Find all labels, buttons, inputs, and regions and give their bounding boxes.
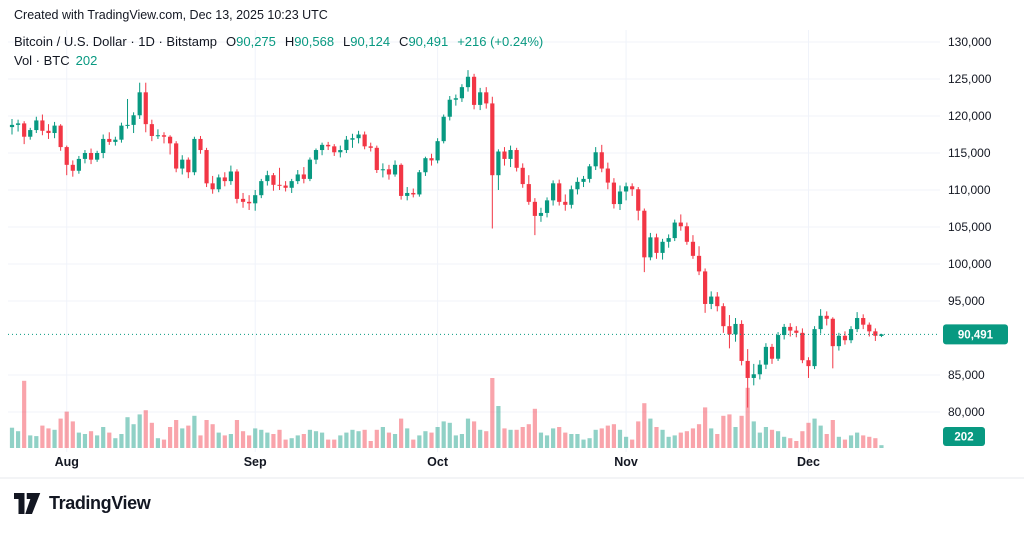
- symbol-title: Bitcoin / U.S. Dollar · 1D · Bitstamp: [14, 34, 217, 49]
- svg-text:Aug: Aug: [55, 455, 79, 469]
- legend-row-volume: Vol · BTC 202: [14, 51, 543, 70]
- svg-text:85,000: 85,000: [948, 368, 985, 382]
- svg-text:80,000: 80,000: [948, 405, 985, 419]
- volume-value: 202: [75, 53, 98, 68]
- svg-text:120,000: 120,000: [948, 109, 992, 123]
- ohlc-close: C90,491: [399, 34, 449, 49]
- svg-text:Oct: Oct: [427, 455, 449, 469]
- svg-text:110,000: 110,000: [948, 183, 991, 197]
- svg-text:100,000: 100,000: [948, 257, 992, 271]
- svg-text:Dec: Dec: [797, 455, 820, 469]
- svg-text:95,000: 95,000: [948, 294, 985, 308]
- svg-text:Nov: Nov: [614, 455, 638, 469]
- svg-text:125,000: 125,000: [948, 72, 992, 86]
- volume-label: Vol · BTC: [14, 53, 70, 68]
- ohlc-open: O90,275: [226, 34, 276, 49]
- svg-text:105,000: 105,000: [948, 220, 992, 234]
- tradingview-logo[interactable]: TradingView: [14, 493, 151, 514]
- svg-text:130,000: 130,000: [948, 35, 992, 49]
- svg-text:90,491: 90,491: [958, 329, 994, 341]
- svg-text:115,000: 115,000: [948, 146, 991, 160]
- chart-legend: Bitcoin / U.S. Dollar · 1D · Bitstamp O9…: [14, 32, 543, 70]
- svg-text:Sep: Sep: [244, 455, 267, 469]
- svg-text:202: 202: [954, 432, 973, 444]
- brand-name: TradingView: [49, 493, 151, 513]
- ohlc-high: H90,568: [284, 34, 335, 49]
- ohlc-low: L90,124: [343, 34, 391, 49]
- legend-row-symbol: Bitcoin / U.S. Dollar · 1D · Bitstamp O9…: [14, 32, 543, 51]
- tradingview-mark-icon: [14, 493, 41, 514]
- price-change: +216 (+0.24%): [457, 34, 544, 49]
- attribution-text: Created with TradingView.com, Dec 13, 20…: [14, 8, 328, 22]
